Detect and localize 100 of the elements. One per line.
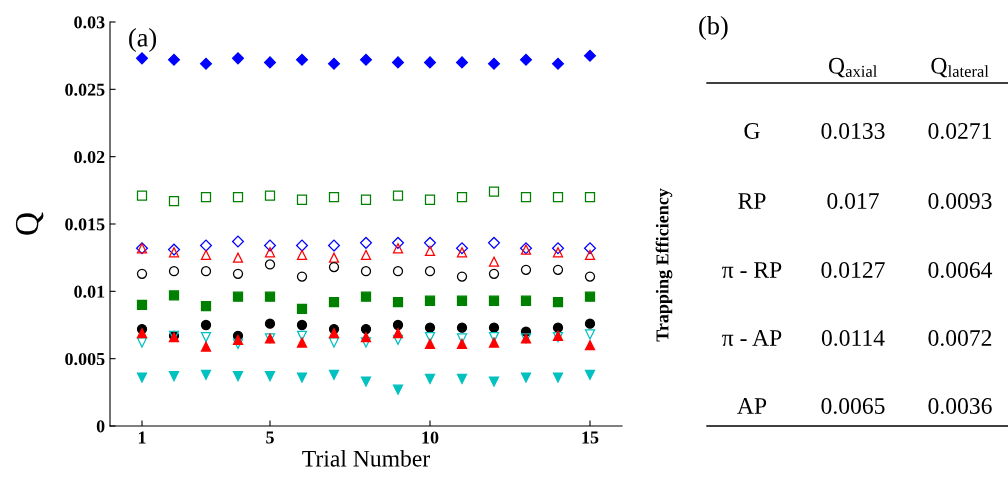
point bbox=[456, 322, 468, 333]
point bbox=[295, 53, 309, 66]
point bbox=[296, 303, 308, 314]
point bbox=[551, 57, 565, 70]
point bbox=[488, 186, 500, 197]
point bbox=[200, 369, 212, 380]
point bbox=[391, 56, 405, 69]
text: 0.0065 bbox=[821, 397, 885, 415]
point bbox=[232, 291, 244, 302]
text: 0.0127 bbox=[821, 261, 885, 279]
point bbox=[327, 239, 341, 252]
point bbox=[424, 245, 436, 257]
text: 0.0133 bbox=[821, 122, 885, 140]
x-axis-title: Trial Number bbox=[302, 450, 430, 467]
category-label: Q$_{lateral}$ bbox=[931, 57, 989, 78]
point bbox=[328, 296, 340, 308]
point bbox=[584, 271, 596, 282]
point bbox=[392, 243, 404, 254]
point bbox=[488, 376, 500, 387]
text: 0.0064 bbox=[928, 261, 993, 279]
point bbox=[456, 247, 468, 258]
point bbox=[584, 318, 596, 329]
point bbox=[168, 265, 180, 277]
point bbox=[136, 299, 148, 310]
point bbox=[488, 337, 500, 348]
point bbox=[456, 373, 468, 385]
point bbox=[136, 268, 148, 279]
point bbox=[264, 318, 276, 329]
text: 0.0072 bbox=[928, 329, 992, 347]
point bbox=[200, 191, 212, 203]
point bbox=[456, 271, 468, 282]
point bbox=[520, 191, 532, 203]
point bbox=[392, 265, 404, 277]
y-tick-label: 0.02 bbox=[74, 150, 105, 164]
point bbox=[296, 337, 308, 348]
point bbox=[584, 249, 596, 261]
point bbox=[488, 295, 500, 306]
point bbox=[168, 247, 180, 258]
point bbox=[424, 295, 436, 306]
point bbox=[136, 372, 148, 383]
point bbox=[455, 242, 469, 255]
category-label: RP bbox=[738, 193, 766, 209]
point bbox=[552, 191, 564, 203]
y-tick-label: 0.03 bbox=[74, 16, 105, 29]
y-tick-label: 0.01 bbox=[74, 285, 105, 298]
x-tick-label: 10 bbox=[422, 431, 439, 444]
point bbox=[231, 52, 245, 65]
point bbox=[232, 371, 244, 382]
point bbox=[584, 340, 596, 351]
point bbox=[232, 334, 244, 345]
point bbox=[168, 290, 180, 301]
point bbox=[520, 372, 532, 383]
point bbox=[136, 327, 148, 339]
category-label: π - AP bbox=[722, 330, 782, 346]
point bbox=[263, 239, 277, 252]
point bbox=[392, 296, 404, 308]
point bbox=[168, 371, 180, 382]
point bbox=[423, 236, 437, 249]
point bbox=[359, 53, 373, 66]
point bbox=[264, 259, 276, 270]
point bbox=[424, 338, 436, 349]
point bbox=[296, 194, 308, 205]
point bbox=[520, 264, 532, 275]
text: 0.0114 bbox=[821, 329, 885, 347]
text: (b) bbox=[699, 16, 728, 40]
text: Trapping Efficiency bbox=[655, 188, 673, 342]
point bbox=[135, 52, 149, 65]
point bbox=[200, 341, 212, 352]
category-label: AP bbox=[737, 398, 767, 414]
point bbox=[519, 53, 533, 66]
point bbox=[423, 56, 437, 69]
point bbox=[200, 319, 212, 331]
point bbox=[232, 191, 244, 203]
point bbox=[424, 373, 436, 385]
x-tick-label: 1 bbox=[138, 431, 146, 444]
point bbox=[487, 57, 501, 70]
point bbox=[328, 337, 340, 348]
point bbox=[328, 261, 340, 273]
point bbox=[136, 337, 148, 348]
point bbox=[328, 327, 340, 339]
point bbox=[455, 56, 469, 69]
point bbox=[199, 57, 213, 70]
y-tick-label: 0.015 bbox=[65, 218, 105, 231]
point bbox=[424, 265, 436, 277]
point bbox=[392, 319, 404, 331]
annotation: (a) bbox=[129, 28, 157, 52]
point bbox=[360, 337, 372, 348]
point bbox=[583, 49, 597, 62]
text: 0.0093 bbox=[928, 192, 992, 210]
point bbox=[392, 334, 404, 345]
point bbox=[296, 372, 308, 383]
point bbox=[456, 295, 468, 306]
point bbox=[391, 236, 405, 249]
point bbox=[136, 190, 148, 201]
point bbox=[199, 239, 213, 252]
point bbox=[200, 301, 212, 312]
point bbox=[360, 291, 372, 302]
point bbox=[360, 376, 372, 387]
point bbox=[232, 268, 244, 279]
point bbox=[295, 239, 309, 252]
